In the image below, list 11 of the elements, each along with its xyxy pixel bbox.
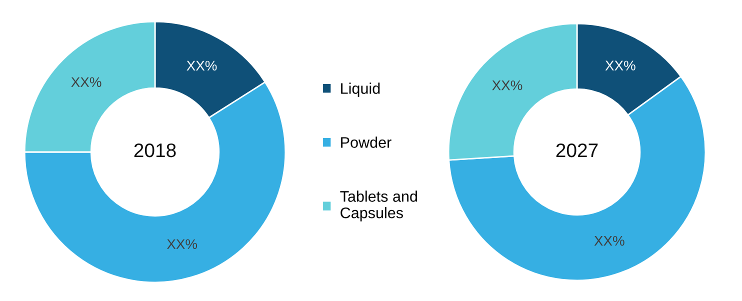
legend-label: Liquid <box>341 82 380 97</box>
data-label: XX% <box>166 239 198 249</box>
data-label: XX% <box>186 60 217 71</box>
data-label: XX% <box>605 60 636 70</box>
text: 2018 <box>134 143 176 158</box>
legend-label: Powder <box>341 136 392 148</box>
data-label: XX% <box>594 236 624 246</box>
legend-label: Tablets and Capsules <box>340 190 417 222</box>
data-label: XX% <box>71 77 102 87</box>
data-label: XX% <box>492 80 522 90</box>
text: 2027 <box>556 143 598 158</box>
